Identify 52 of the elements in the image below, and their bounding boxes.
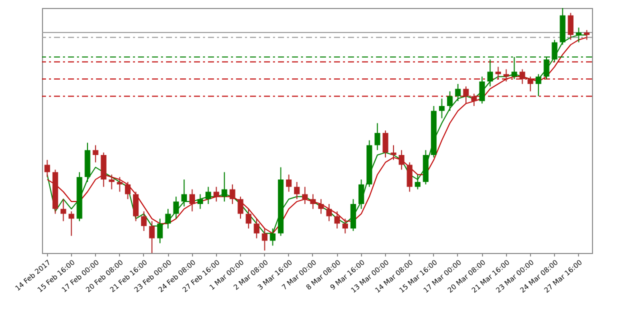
candlestick [141, 210, 147, 232]
candlestick [463, 86, 469, 104]
candlestick [205, 186, 212, 204]
candlestick [398, 150, 404, 170]
candlestick [68, 210, 74, 236]
candlestick [132, 191, 139, 222]
candlestick [44, 159, 50, 178]
candlestick [116, 176, 123, 192]
candlestick [302, 186, 308, 204]
candlestick [495, 66, 502, 80]
candlestick [108, 174, 114, 190]
candlestick [318, 198, 324, 214]
candlestick [406, 162, 412, 192]
candlestick [528, 76, 534, 92]
candlestick [479, 76, 485, 104]
candlestick [246, 208, 252, 229]
candlestick [165, 208, 171, 229]
candlestick [230, 184, 236, 204]
candlestick [414, 174, 420, 190]
candlestick [254, 218, 260, 239]
candlestick [60, 198, 66, 222]
candlestick [487, 58, 493, 87]
candlestick [262, 228, 268, 252]
candlestick [294, 181, 300, 200]
candlestick [124, 181, 131, 200]
candlestick [181, 179, 187, 207]
candlestick [382, 130, 388, 158]
candlestick [390, 144, 396, 160]
candlestick [326, 204, 332, 222]
candlestick [92, 144, 98, 163]
candlestick [439, 98, 445, 119]
candlestick [447, 90, 453, 112]
candlestick [173, 196, 179, 220]
candlestick [471, 93, 477, 106]
candlestick [214, 186, 220, 202]
candlestick [197, 194, 204, 210]
candlestick [310, 194, 316, 210]
candlestick [238, 196, 244, 220]
candlestick [189, 188, 195, 212]
candlestick [342, 218, 348, 234]
candlestick [334, 210, 340, 229]
candlestick [584, 30, 590, 40]
candlestick [149, 220, 155, 254]
candlestick [358, 179, 364, 210]
candlestick [520, 68, 526, 84]
candlestick [503, 68, 510, 82]
candlestick [568, 12, 574, 40]
candlestick [222, 172, 228, 202]
candlestick [455, 83, 461, 102]
candlestick [374, 122, 380, 151]
candlestick [536, 74, 542, 97]
candlestick [286, 174, 292, 192]
